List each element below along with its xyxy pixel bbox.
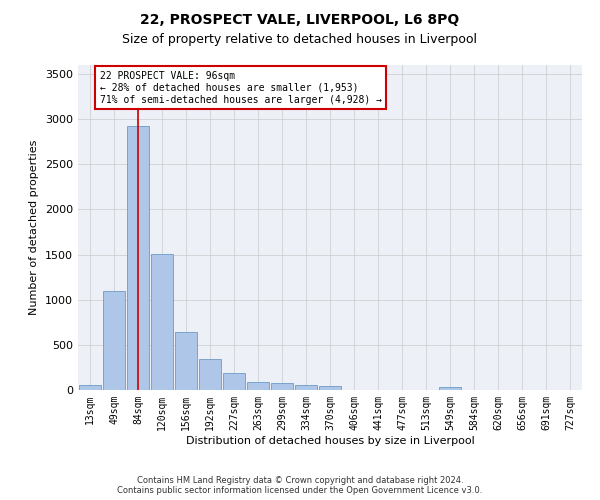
Bar (223, 373, 245, 390)
Bar (439, 388, 461, 390)
Bar (103, 290, 125, 390)
Bar (175, 332, 197, 390)
Bar (319, 386, 341, 390)
Text: Size of property relative to detached houses in Liverpool: Size of property relative to detached ho… (122, 32, 478, 46)
Text: 22 PROSPECT VALE: 96sqm
← 28% of detached houses are smaller (1,953)
71% of semi: 22 PROSPECT VALE: 96sqm ← 28% of detache… (100, 72, 382, 104)
Bar (295, 385, 317, 390)
Text: Contains HM Land Registry data © Crown copyright and database right 2024.
Contai: Contains HM Land Registry data © Crown c… (118, 476, 482, 495)
Bar (199, 359, 221, 390)
X-axis label: Distribution of detached houses by size in Liverpool: Distribution of detached houses by size … (185, 436, 475, 446)
Bar (271, 383, 293, 390)
Bar (151, 254, 173, 390)
Text: 22, PROSPECT VALE, LIVERPOOL, L6 8PQ: 22, PROSPECT VALE, LIVERPOOL, L6 8PQ (140, 12, 460, 26)
Y-axis label: Number of detached properties: Number of detached properties (29, 140, 40, 315)
Bar (79, 386, 101, 390)
Bar (127, 126, 149, 390)
Bar (247, 382, 269, 390)
